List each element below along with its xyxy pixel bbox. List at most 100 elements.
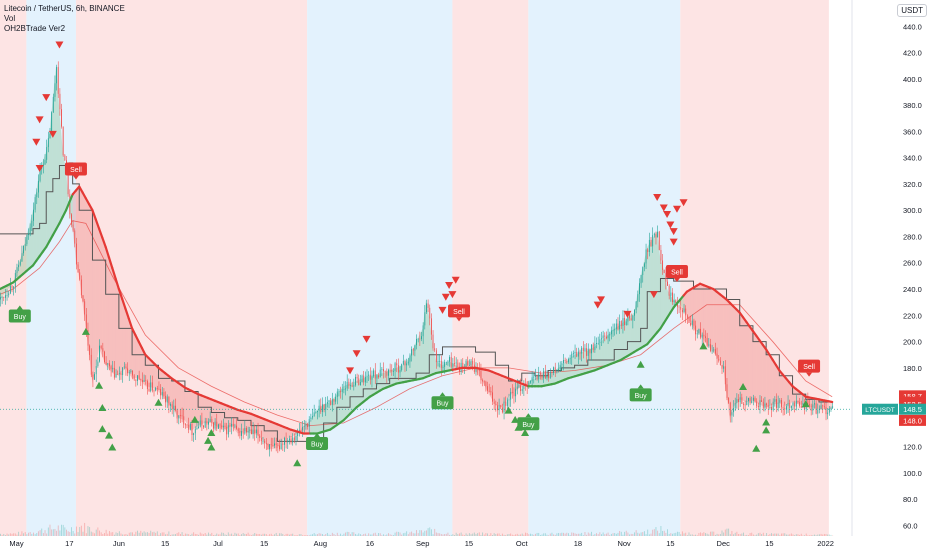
volume-bar (46, 533, 48, 536)
candle-body (452, 363, 454, 367)
volume-bar (752, 534, 754, 536)
ma-line-segment (78, 185, 84, 194)
candle-body (39, 168, 41, 181)
volume-bar (705, 533, 706, 536)
buy-triangle-marker (98, 404, 107, 412)
candle-body (601, 338, 602, 340)
volume-bar (90, 531, 92, 536)
volume-bar (440, 533, 442, 536)
candle-body (506, 399, 508, 406)
volume-bar (79, 527, 81, 536)
candle-body (236, 425, 238, 429)
volume-bar (543, 533, 545, 536)
ma-line-segment (58, 215, 64, 225)
volume-bar (776, 533, 777, 536)
volume-bar (739, 534, 741, 536)
candle-body (470, 360, 472, 366)
ma-fill (333, 394, 337, 428)
y-tick-label: 340.0 (903, 154, 922, 163)
volume-bar (678, 531, 680, 536)
candle-body (761, 400, 763, 402)
volume-bar (581, 532, 583, 536)
candle-body (298, 430, 300, 431)
candle-body (409, 355, 411, 362)
volume-bar (814, 534, 815, 536)
x-tick-label: 15 (765, 539, 773, 548)
candle-body (31, 220, 33, 228)
candle-body (317, 410, 318, 412)
volume-bar (379, 533, 381, 536)
volume-bar (313, 533, 315, 536)
volume-bar (161, 532, 163, 536)
volume-bar (751, 532, 753, 536)
candle-body (105, 362, 107, 365)
volume-bar (592, 534, 594, 536)
candle-body (188, 424, 190, 430)
volume-bar (196, 533, 198, 536)
volume-bar (493, 533, 495, 536)
volume-bar (28, 532, 29, 536)
candle-body (56, 67, 58, 84)
volume-bar (822, 534, 824, 536)
ma-fill (663, 269, 668, 324)
volume-bar (799, 534, 801, 536)
volume-bar (260, 534, 262, 536)
currency-button[interactable]: USDT (897, 4, 927, 17)
x-tick-label: Dec (717, 539, 731, 548)
ma-fill (128, 318, 133, 379)
ma-fill (23, 236, 27, 274)
ma-fill (435, 361, 440, 374)
ma-fill (551, 370, 555, 385)
candle-body (733, 407, 735, 413)
price-axis-label: 148.0 (899, 414, 926, 426)
candle-body (586, 348, 588, 356)
volume-bar (67, 531, 69, 536)
candle-body (713, 349, 715, 351)
volume-bar (183, 534, 185, 536)
volume-bar (574, 533, 576, 536)
ma-line-segment (94, 218, 101, 230)
volume-bar (145, 532, 147, 536)
candle-body (541, 374, 543, 379)
volume-bar (288, 534, 290, 536)
ma-fill (198, 394, 202, 426)
volume-bar (201, 533, 203, 536)
ma-fill (158, 367, 162, 396)
buy-triangle-marker (752, 444, 761, 452)
volume-bar (361, 534, 363, 536)
volume-bar (637, 532, 639, 536)
candle-body (784, 408, 786, 410)
candle-body (246, 427, 247, 433)
volume-bar (371, 534, 373, 536)
ma-fill (366, 375, 370, 400)
volume-bar (820, 533, 822, 536)
candle-body (772, 401, 774, 411)
sell-triangle-marker (666, 221, 675, 229)
candle-body (505, 401, 507, 406)
volume-bar (629, 534, 630, 536)
volume-bar (198, 534, 200, 536)
candle-body (193, 433, 195, 435)
volume-bar (350, 534, 351, 536)
ma-fill (145, 354, 149, 387)
ma-line-segment (104, 245, 111, 259)
candle-body (21, 253, 23, 262)
volume-bar (353, 532, 355, 536)
ma-line-segment (127, 317, 134, 330)
volume-bar (356, 534, 358, 536)
sell-triangle-marker (441, 293, 450, 301)
volume-bar (252, 534, 254, 536)
candle-body (789, 403, 791, 408)
volume-bar (239, 535, 241, 536)
candle-body (412, 349, 414, 351)
volume-bar (110, 532, 112, 536)
candle-body (49, 133, 51, 139)
volume-bar (341, 535, 343, 536)
volume-bar (264, 533, 266, 536)
ma-fill (759, 340, 763, 406)
ma-fill (743, 317, 747, 402)
volume-bar (587, 532, 589, 536)
volume-bar (99, 530, 100, 536)
